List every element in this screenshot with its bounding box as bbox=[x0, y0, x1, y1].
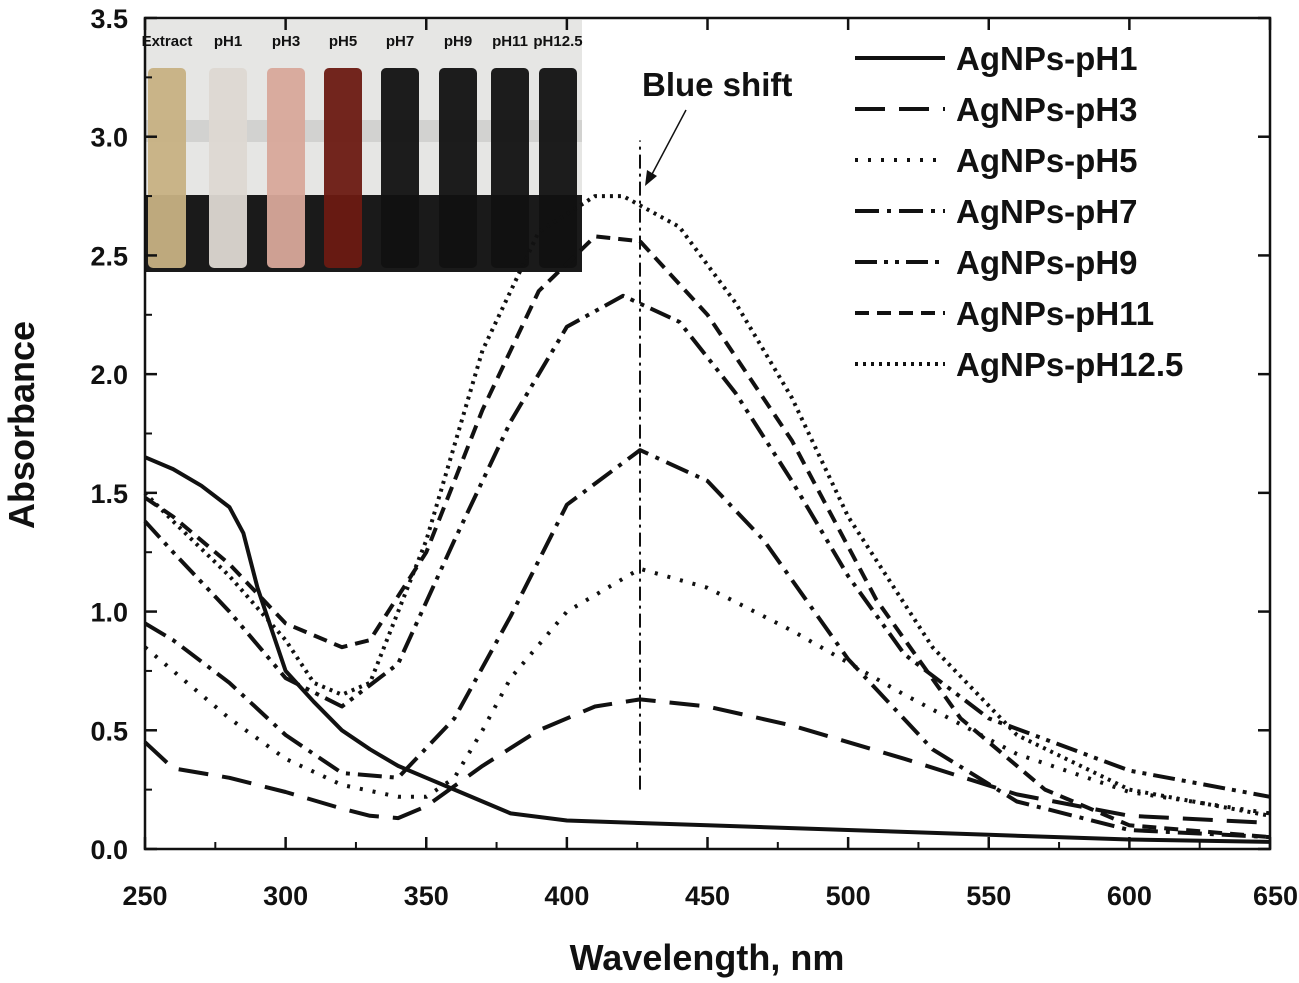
y-tick-label: 1.0 bbox=[90, 598, 128, 628]
blue-shift-annotation: Blue shift bbox=[639, 66, 792, 790]
legend-label: AgNPs-pH3 bbox=[956, 91, 1138, 128]
inset-vial-label: pH9 bbox=[444, 33, 472, 50]
series-line bbox=[143, 293, 1271, 799]
y-axis-title: Absorbance bbox=[1, 321, 42, 529]
inset-photo: Extract pH1 pH3 pH5 pH7 pH9 pH11 pH12.5 bbox=[142, 20, 583, 272]
legend-label: AgNPs-pH1 bbox=[956, 40, 1138, 77]
inset-vial bbox=[381, 68, 419, 268]
y-tick-label: 3.5 bbox=[90, 4, 128, 34]
x-tick-label: 400 bbox=[544, 881, 589, 911]
series-line bbox=[143, 234, 1271, 840]
inset-vial bbox=[148, 68, 186, 268]
blue-shift-label: Blue shift bbox=[642, 66, 792, 103]
inset-vial-label: pH7 bbox=[386, 33, 414, 50]
blue-shift-arrow bbox=[649, 109, 687, 179]
x-tick-label: 650 bbox=[1253, 881, 1298, 911]
legend-label: AgNPs-pH5 bbox=[956, 142, 1138, 179]
inset-vial-label: Extract bbox=[142, 33, 193, 50]
legend-label: AgNPs-pH9 bbox=[956, 244, 1138, 281]
x-tick-label: 500 bbox=[826, 881, 871, 911]
series-line bbox=[143, 566, 1271, 816]
x-axis-title: Wavelength, nm bbox=[570, 937, 845, 978]
series-line bbox=[143, 448, 1271, 840]
inset-vial-label: pH11 bbox=[492, 33, 528, 50]
inset-vial bbox=[539, 68, 577, 268]
y-tick-label: 2.0 bbox=[90, 360, 128, 390]
inset-vial-label: pH3 bbox=[272, 33, 300, 50]
legend-label: AgNPs-pH11 bbox=[956, 295, 1154, 332]
blue-shift-arrowhead bbox=[645, 170, 657, 186]
inset-vial-label: pH5 bbox=[329, 33, 357, 50]
y-tick-label: 3.0 bbox=[90, 123, 128, 153]
x-axis-ticks: 250 300 350 400 450 500 550 600 650 bbox=[122, 18, 1298, 911]
legend-label: AgNPs-pH12.5 bbox=[956, 346, 1183, 383]
inset-vial bbox=[491, 68, 529, 268]
y-axis-ticks: 0.0 0.5 1.0 1.5 2.0 2.5 3.0 3.5 bbox=[90, 4, 1270, 865]
legend: AgNPs-pH1 AgNPs-pH3 AgNPs-pH5 AgNPs-pH7 AgNP… bbox=[855, 40, 1183, 383]
series-line bbox=[143, 194, 1271, 818]
inset-vial bbox=[267, 68, 305, 268]
inset-vial bbox=[439, 68, 477, 268]
inset-vial-label: pH12.5 bbox=[533, 33, 582, 50]
series-line bbox=[144, 455, 1271, 844]
legend-label: AgNPs-pH7 bbox=[956, 193, 1138, 230]
series-layer bbox=[143, 194, 1271, 844]
inset-vial-label: pH1 bbox=[214, 33, 242, 50]
inset-vial bbox=[209, 68, 247, 268]
y-tick-label: 2.5 bbox=[90, 241, 128, 271]
y-tick-label: 0.0 bbox=[90, 835, 128, 865]
y-tick-label: 0.5 bbox=[90, 716, 128, 746]
x-tick-label: 300 bbox=[263, 881, 308, 911]
x-tick-label: 550 bbox=[966, 881, 1011, 911]
x-tick-label: 600 bbox=[1107, 881, 1152, 911]
inset-vial bbox=[324, 68, 362, 268]
x-tick-label: 350 bbox=[404, 881, 449, 911]
y-tick-label: 1.5 bbox=[90, 479, 128, 509]
series-line bbox=[143, 697, 1271, 825]
x-tick-label: 250 bbox=[122, 881, 167, 911]
x-tick-label: 450 bbox=[685, 881, 730, 911]
